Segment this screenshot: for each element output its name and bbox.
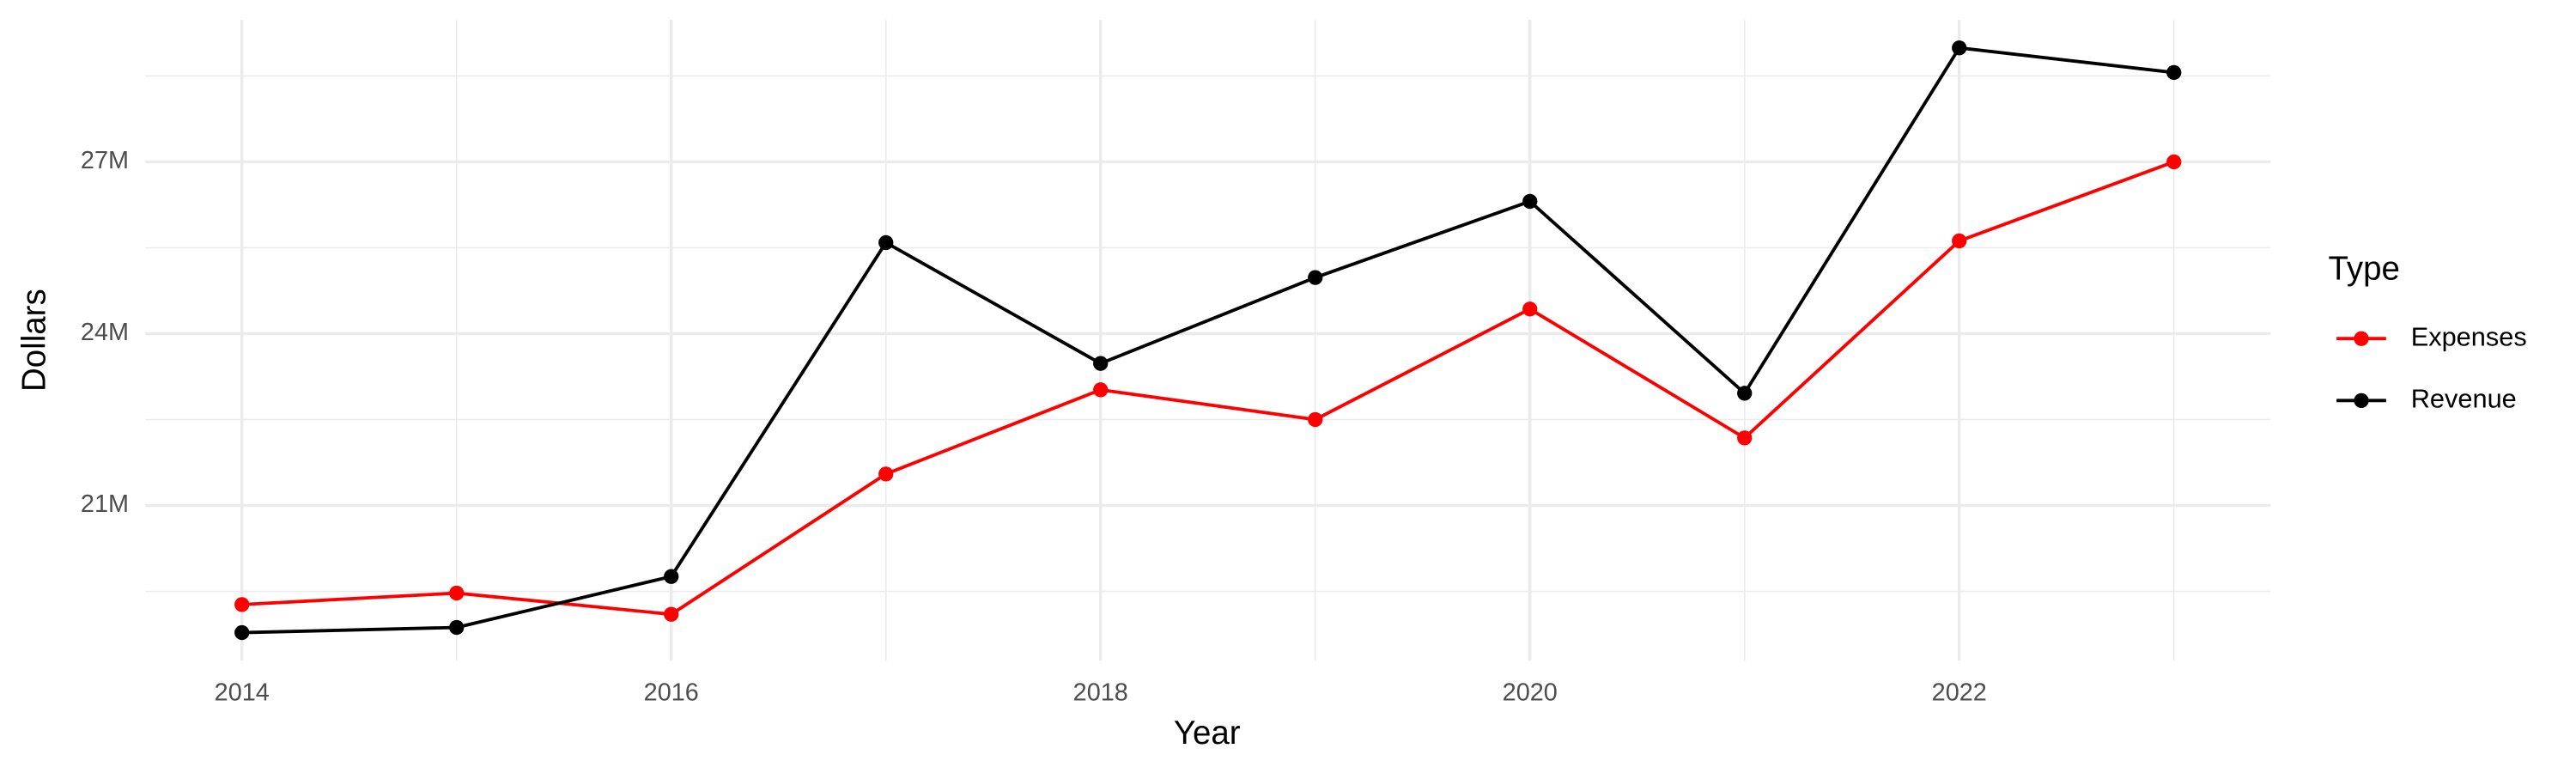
x-axis-title: Year xyxy=(1174,715,1241,752)
data-point xyxy=(449,619,465,636)
series-line xyxy=(241,46,2174,635)
x-tick-label: 2016 xyxy=(644,679,699,706)
x-tick-label: 2014 xyxy=(215,679,270,706)
y-tick-label: 21M xyxy=(81,490,129,518)
data-point xyxy=(1737,386,1753,401)
data-point xyxy=(2166,64,2182,81)
legend-title: Type xyxy=(2329,251,2400,288)
legend-label: Expenses xyxy=(2411,321,2527,351)
x-tick-label: 2018 xyxy=(1073,679,1128,706)
y-tick-label: 24M xyxy=(81,319,129,346)
data-point xyxy=(234,597,250,612)
data-point xyxy=(2166,154,2182,170)
data-point xyxy=(878,234,894,251)
data-point xyxy=(1522,193,1538,210)
x-tick-label: 2022 xyxy=(1932,679,1987,706)
x-tick-label: 2020 xyxy=(1503,679,1558,706)
data-point xyxy=(1952,233,1967,249)
data-point xyxy=(1308,411,1323,428)
legend-point xyxy=(2354,393,2369,408)
legend-label: Revenue xyxy=(2411,383,2517,413)
data-point xyxy=(449,585,465,601)
data-point xyxy=(234,624,250,641)
series-line xyxy=(241,160,2175,617)
y-tick-label: 27M xyxy=(81,147,129,174)
data-point xyxy=(664,569,679,584)
data-point xyxy=(1737,430,1753,446)
legend-point xyxy=(2354,331,2369,346)
data-point xyxy=(1093,382,1109,398)
data-point xyxy=(1952,40,1967,56)
data-point xyxy=(1308,270,1323,285)
y-axis-title: Dollars xyxy=(15,289,52,392)
data-point xyxy=(664,606,679,622)
data-point xyxy=(1522,301,1538,317)
data-point xyxy=(1093,356,1109,371)
data-point xyxy=(878,466,894,482)
